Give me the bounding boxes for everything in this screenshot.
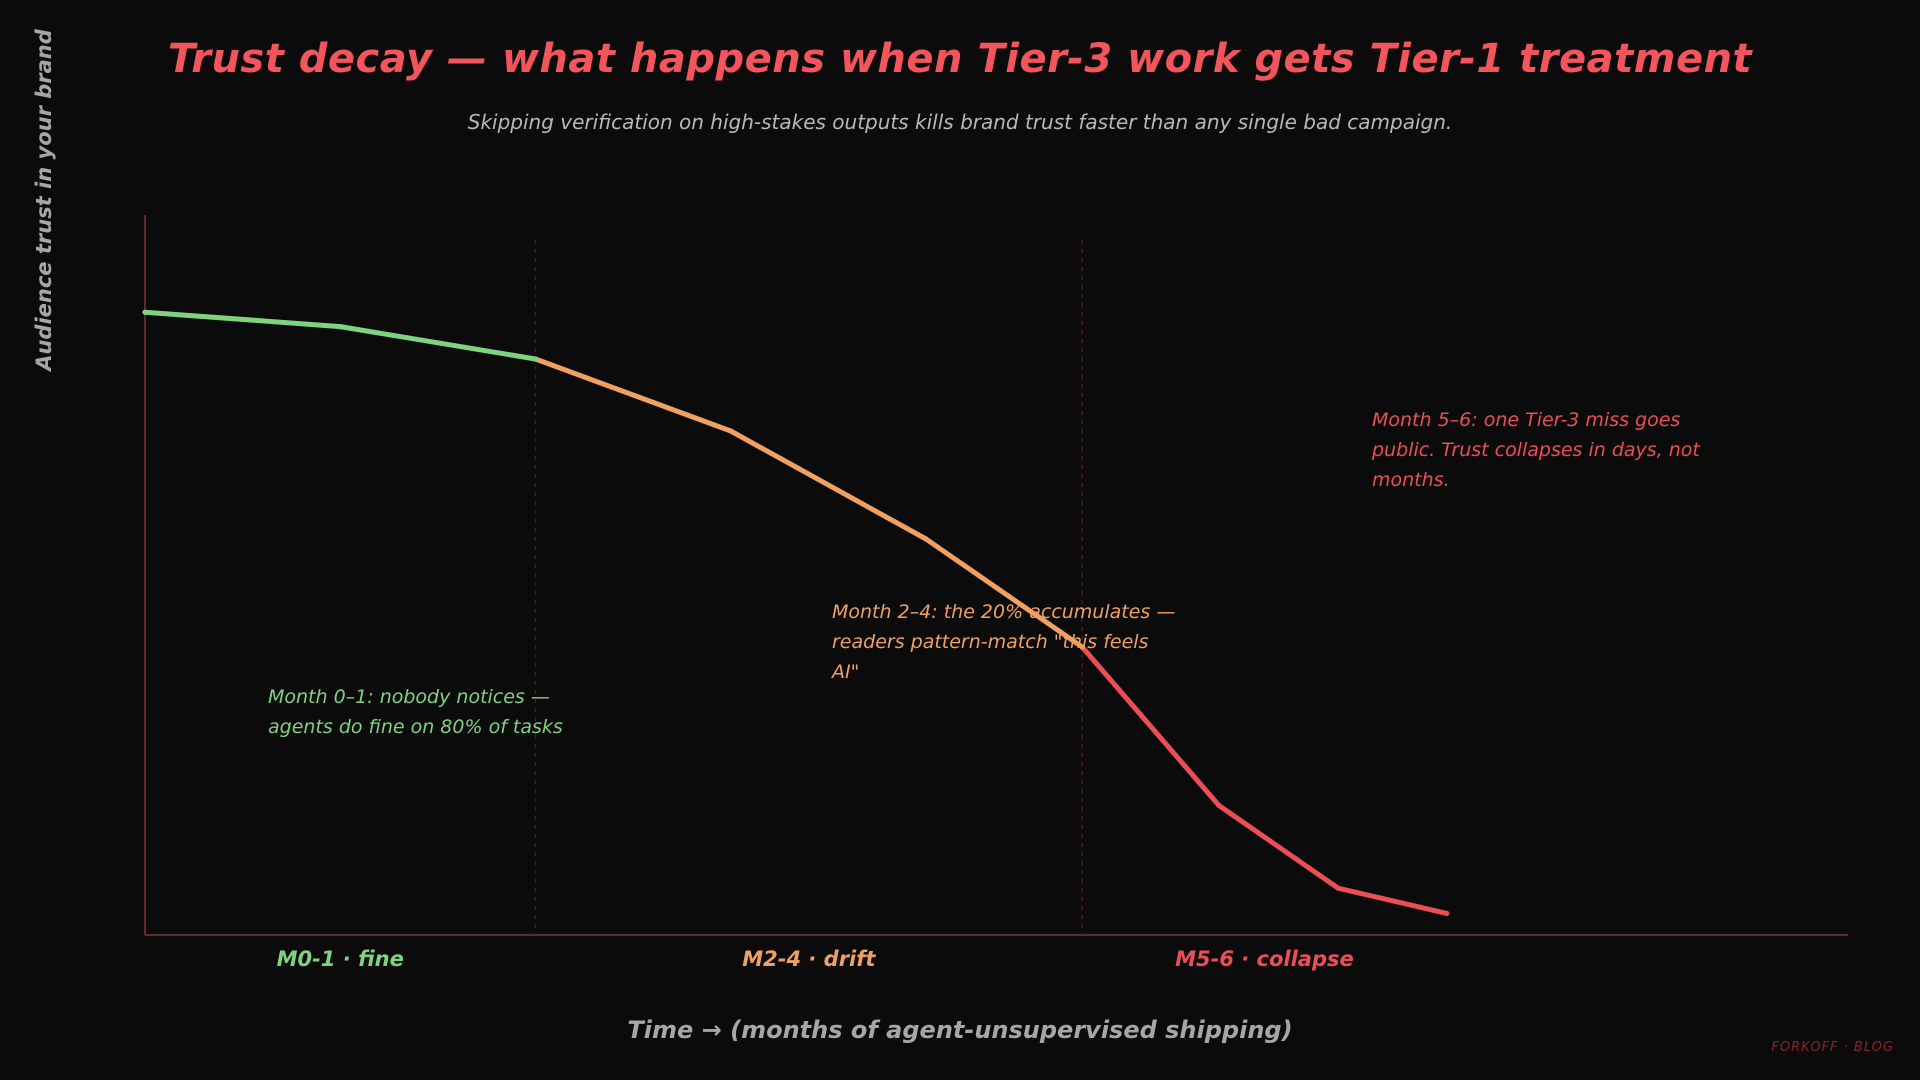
- note-drift: Month 2–4: the 20% accumulates — readers…: [832, 601, 1176, 683]
- brand-mark: FORKOFF · BLOG: [1771, 1040, 1894, 1055]
- trust-point-2: [532, 356, 539, 362]
- trust-line-segment-3: [728, 428, 929, 542]
- trust-line-segment-6: [1216, 802, 1341, 891]
- trust-line-segment-7: [1335, 885, 1450, 916]
- trust-point-3: [728, 428, 734, 434]
- trust-line-segment-0: [142, 309, 343, 330]
- phase-label-1: M2-4 · drift: [742, 947, 876, 971]
- note-collapse: Month 5–6: one Tier-3 miss goes public. …: [1372, 409, 1700, 491]
- chart-subtitle: Skipping verification on high-stakes out…: [467, 110, 1453, 134]
- trust-point-6: [1216, 802, 1222, 809]
- trust-point-0: [142, 309, 148, 315]
- trust-point-5: [1079, 644, 1085, 650]
- x-axis-label: Time → (months of agent-unsupervised shi…: [627, 1016, 1293, 1044]
- trust-point-1: [337, 324, 343, 330]
- phase-label-2: M5-6 · collapse: [1175, 947, 1354, 971]
- note-fine: Month 0–1: nobody notices — agents do fi…: [268, 686, 563, 738]
- trust-point-4: [923, 536, 929, 542]
- phase-label-0: M0-1 · fine: [277, 947, 404, 971]
- trust-line-segment-4: [923, 536, 1085, 650]
- trust-point-7: [1335, 885, 1341, 891]
- trust-point-8: [1444, 910, 1450, 917]
- trust-line-segment-5: [1079, 644, 1222, 808]
- trust-line-segment-2: [532, 356, 734, 434]
- trust-line-segment-1: [337, 324, 538, 362]
- chart-title: Trust decay — what happens when Tier-3 w…: [167, 36, 1753, 82]
